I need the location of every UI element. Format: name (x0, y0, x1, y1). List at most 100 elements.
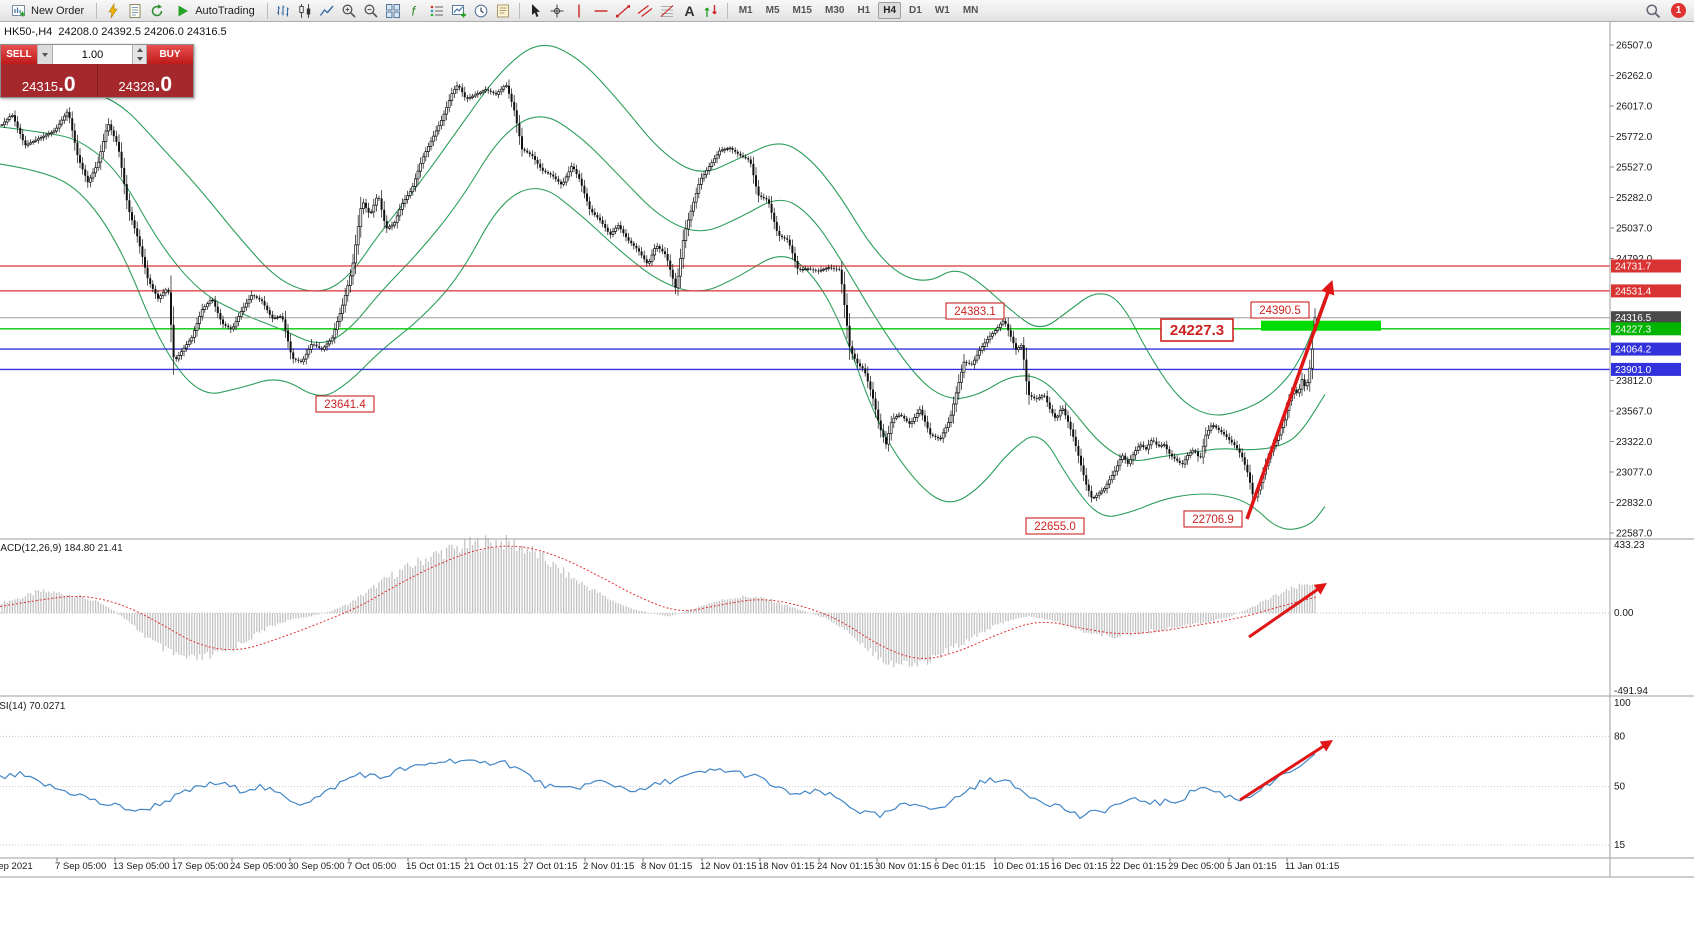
crosshair-icon[interactable] (547, 2, 568, 20)
callout-label[interactable]: 22706.9 (1183, 510, 1243, 528)
rsi-scale-label: 80 (1614, 731, 1626, 742)
autotrading-button[interactable]: AutoTrading (168, 1, 262, 21)
zoom-out-icon[interactable] (361, 2, 382, 20)
price-axis-label: 23567.0 (1616, 407, 1653, 418)
expert-advisors-icon[interactable] (102, 2, 123, 20)
time-axis-label: 17 Sep 05:00 (172, 861, 229, 872)
timeframe-w1[interactable]: W1 (934, 5, 950, 16)
notifications-badge[interactable]: 1 (1671, 3, 1686, 18)
indicators-icon[interactable]: f (405, 2, 426, 20)
bollinger-lower-band (0, 163, 1326, 530)
volume-stepper (132, 45, 147, 64)
rsi-scale-label: 15 (1614, 840, 1626, 851)
volume-decrease-button[interactable] (133, 55, 146, 65)
trend-arrow[interactable] (1245, 280, 1335, 520)
timeframe-h4[interactable]: H4 (878, 2, 902, 19)
sell-button[interactable]: SELL (1, 45, 37, 64)
cursor-icon[interactable] (525, 2, 546, 20)
toolbar-separator (518, 2, 520, 19)
buy-button[interactable]: BUY (147, 45, 193, 64)
price-tag[interactable]: 24064.2 (1611, 342, 1681, 356)
svg-text:f: f (412, 3, 417, 18)
trend-arrow[interactable] (1239, 740, 1334, 802)
time-axis-label: 21 Oct 01:15 (464, 861, 518, 872)
main-toolbar: New Order AutoTrading f A M1 M5 M15 M30 H1 H4… (0, 0, 1694, 22)
timeframe-m1[interactable]: M1 (738, 5, 753, 16)
callout-label[interactable]: 24390.5 (1250, 301, 1310, 319)
svg-text:24390.5: 24390.5 (1259, 305, 1301, 317)
svg-text:24227.3: 24227.3 (1615, 324, 1652, 335)
callout-label[interactable]: 24383.1 (945, 302, 1005, 320)
price-axis-label: 25527.0 (1616, 163, 1653, 174)
volume-increase-button[interactable] (133, 45, 146, 55)
time-axis-label: 5 Jan 01:15 (1227, 861, 1277, 872)
svg-text:24227.3: 24227.3 (1170, 322, 1224, 339)
price-tag[interactable]: 24227.3 (1611, 322, 1681, 336)
bar-chart-icon[interactable] (273, 2, 294, 20)
candlestick-chart-icon[interactable] (295, 2, 316, 20)
time-axis-label: 8 Nov 01:15 (641, 861, 692, 872)
volume-input[interactable] (53, 47, 132, 62)
objects-list-icon[interactable] (427, 2, 448, 20)
timeframe-d1[interactable]: D1 (909, 5, 922, 16)
price-tag[interactable]: 23901.0 (1611, 362, 1681, 376)
zoom-in-icon[interactable] (339, 2, 360, 20)
callout-label[interactable]: 24227.3 (1160, 318, 1234, 342)
timeframe-m15[interactable]: M15 (792, 5, 812, 16)
search-icon[interactable] (1642, 2, 1663, 20)
text-icon[interactable]: A (679, 2, 700, 20)
macd-scale-max: 433.23 (1614, 540, 1645, 551)
line-chart-icon[interactable] (317, 2, 338, 20)
horizontal-line-icon[interactable] (591, 2, 612, 20)
refresh-icon[interactable] (146, 2, 167, 20)
price-tag[interactable]: 24731.7 (1611, 259, 1681, 273)
fibonacci-icon[interactable] (657, 2, 678, 20)
rsi-line (0, 753, 1316, 820)
svg-text:A: A (685, 3, 695, 19)
time-axis-label: 16 Dec 01:15 (1051, 861, 1108, 872)
tile-windows-icon[interactable] (383, 2, 404, 20)
buy-price-fraction: .0 (154, 73, 173, 97)
callout-label[interactable]: 22655.0 (1025, 517, 1085, 535)
macd-signal-line (0, 545, 1319, 659)
timeframe-m30[interactable]: M30 (824, 5, 845, 16)
time-axis-label: 10 Dec 01:15 (993, 861, 1050, 872)
timeframe-h1[interactable]: H1 (857, 5, 871, 16)
timeframe-mn[interactable]: MN (962, 5, 979, 16)
scripts-icon[interactable] (124, 2, 145, 20)
price-tag[interactable]: 24531.4 (1611, 284, 1681, 297)
templates-icon[interactable] (493, 2, 514, 20)
buy-price-display[interactable]: 24328 .0 (96, 64, 194, 97)
sell-price-display[interactable]: 24315 .0 (1, 64, 97, 97)
period-clock-icon[interactable] (471, 2, 492, 20)
volume-field[interactable] (53, 45, 132, 64)
trendline-icon[interactable] (613, 2, 634, 20)
time-axis-label: 7 Sep 05:00 (55, 861, 106, 872)
callout-label[interactable]: 23641.4 (315, 395, 375, 413)
macd-panel: 433.23 0.00 -491.94 (0, 534, 1648, 697)
time-axis-label: 15 Oct 01:15 (406, 861, 460, 872)
time-axis-label: 12 Nov 01:15 (700, 861, 757, 872)
bollinger-upper-band (0, 44, 1326, 416)
timeframe-m5[interactable]: M5 (765, 5, 780, 16)
price-axis-label: 26507.0 (1616, 41, 1653, 52)
price-axis-label: 22587.0 (1616, 529, 1653, 540)
time-axis-label: 13 Sep 05:00 (113, 861, 170, 872)
new-chart-icon[interactable] (449, 2, 470, 20)
rsi-panel: 100 80 50 15 (0, 698, 1631, 851)
green-supply-zone[interactable] (1261, 320, 1381, 331)
vertical-line-icon[interactable] (569, 2, 590, 20)
svg-text:22706.9: 22706.9 (1192, 514, 1234, 526)
arrows-icon[interactable] (701, 2, 722, 20)
bollinger-middle-band (0, 116, 1326, 462)
one-click-trading-panel: SELL BUY 24315 .0 24328 .0 (0, 44, 194, 98)
price-tag[interactable]: 24316.5 (1611, 311, 1681, 325)
time-axis-label: 22 Dec 01:15 (1110, 861, 1167, 872)
new-order-button[interactable]: New Order (4, 1, 91, 21)
time-axis-label: 24 Sep 05:00 (230, 861, 287, 872)
volume-dropdown-button[interactable] (37, 45, 53, 64)
trend-arrow[interactable] (1248, 582, 1327, 639)
svg-text:24316.5: 24316.5 (1615, 313, 1652, 324)
equidistant-channel-icon[interactable] (635, 2, 656, 20)
